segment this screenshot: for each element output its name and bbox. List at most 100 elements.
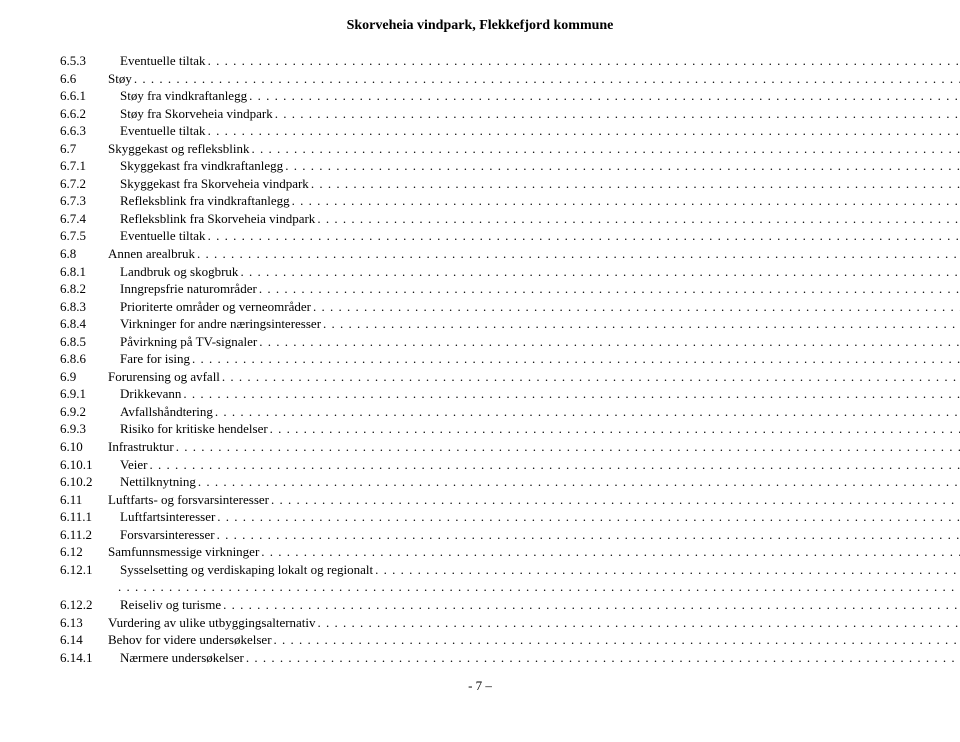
toc-entry: 6.6.2Støy fra Skorveheia vindpark55 [60,105,960,123]
toc-number: 6.14 [60,631,104,649]
toc-title: Luftfarts- og forsvarsinteresser [108,491,269,509]
toc-entry: 6.11.2Forsvarsinteresser66 [60,526,960,544]
toc-leader [311,175,960,193]
toc-leader [271,491,960,509]
toc-entry: 6.13Vurdering av ulike utbyggingsalterna… [60,614,960,632]
toc-leader [176,438,960,456]
toc-entry: 6.12.2Reiseliv og turisme67 [60,596,960,614]
toc-title: Skyggekast fra Skorveheia vindpark [120,175,309,193]
toc-number: 6.9.2 [60,403,116,421]
toc-title: Reiseliv og turisme [120,596,221,614]
toc-number: 6.9.1 [60,385,116,403]
toc-number: 6.8.5 [60,333,116,351]
toc-leader [208,122,960,140]
toc-leader [246,649,960,667]
toc-number: 6.12.2 [60,596,116,614]
toc-entry: 6.8.1Landbruk og skogbruk62 [60,263,960,281]
toc-leader [223,596,960,614]
toc-entry: 6.8.5Påvirkning på TV-signaler62 [60,333,960,351]
toc-title: Skyggekast og refleksblink [108,140,250,158]
toc-entry: 6.7.4Refleksblink fra Skorveheia vindpar… [60,210,960,228]
toc-number: 6.7.3 [60,192,116,210]
toc-leader [192,350,960,368]
toc-number: 6.8 [60,245,104,263]
toc-entry: 6.6.1Støy fra vindkraftanlegg55 [60,87,960,105]
toc-title: Støy fra vindkraftanlegg [120,87,247,105]
toc-entry: 6.10.1Veier64 [60,456,960,474]
toc-number: 6.8.1 [60,263,116,281]
toc-number: 6.7 [60,140,104,158]
toc-number: 6.11.2 [60,526,116,544]
toc-number: 6.10 [60,438,104,456]
toc-leader [252,140,960,158]
toc-leader [274,631,960,649]
toc-number: 6.5.3 [60,52,116,70]
toc-entry: 6.14Behov for videre undersøkelser71 [60,631,960,649]
toc-title: Landbruk og skogbruk [120,263,238,281]
toc-leader [197,245,960,263]
toc-title: Vurdering av ulike utbyggingsalternativ [108,614,316,632]
toc-title: Nærmere undersøkelser [120,649,244,667]
toc-entry: 6.7.5Eventuelle tiltak61 [60,227,960,245]
toc-entry: 6.8.6Fare for ising63 [60,350,960,368]
toc-leader [275,105,960,123]
toc-entry: 6.8.4Virkninger for andre næringsinteres… [60,315,960,333]
toc-number: 6.6 [60,70,104,88]
toc-leader [215,403,960,421]
toc-title: Refleksblink fra Skorveheia vindpark [120,210,315,228]
toc-number: 6.9.3 [60,420,116,438]
toc-title: Forurensing og avfall [108,368,220,386]
toc-title: Prioriterte områder og verneområder [120,298,311,316]
toc-leader [261,543,960,561]
toc-title: Eventuelle tiltak [120,52,206,70]
toc-number: 6.6.2 [60,105,116,123]
page-number: - 7 – [60,678,900,694]
toc-title: Veier [120,456,147,474]
toc-title: Inngrepsfrie naturområder [120,280,257,298]
toc-title: Påvirkning på TV-signaler [120,333,257,351]
toc-number: 6.8.4 [60,315,116,333]
toc-leader [134,70,960,88]
toc-number: 6.11.1 [60,508,116,526]
toc-number: 6.7.1 [60,157,116,175]
toc-title: Fare for ising [120,350,190,368]
toc-number: 6.7.4 [60,210,116,228]
toc-entry: 6.8Annen arealbruk62 [60,245,960,263]
toc-title: Støy fra Skorveheia vindpark [120,105,273,123]
toc-number: 6.8.6 [60,350,116,368]
document-header: Skorveheia vindpark, Flekkefjord kommune [60,18,900,34]
toc-number: 6.7.5 [60,227,116,245]
toc-entry: 6.11.1Luftfartsinteresser65 [60,508,960,526]
toc-number: 6.9 [60,368,104,386]
toc-entry: 6.12Samfunnsmessige virkninger66 [60,543,960,561]
toc-leader [323,315,960,333]
toc-title: Nettilknytning [120,473,196,491]
toc-leader [313,298,960,316]
toc-title: Samfunnsmessige virkninger [108,543,259,561]
toc-entry: 6.8.2Inngrepsfrie naturområder62 [60,280,960,298]
page: Skorveheia vindpark, Flekkefjord kommune… [0,0,960,704]
toc-number: 6.8.3 [60,298,116,316]
toc-number: 6.6.1 [60,87,116,105]
toc-title: Behov for videre undersøkelser [108,631,272,649]
toc-entry: 6.5.3Eventuelle tiltak53 [60,52,960,70]
toc-entry: 6.7.2Skyggekast fra Skorveheia vindpark5… [60,175,960,193]
toc-title: Sysselsetting og verdiskaping lokalt og … [120,561,373,579]
toc-entry: 6.11Luftfarts- og forsvarsinteresser65 [60,491,960,509]
toc-entry: 6.6.3Eventuelle tiltak58 [60,122,960,140]
toc-number: 6.11 [60,491,104,509]
toc-leader [149,456,960,474]
toc-leader [270,420,960,438]
toc-title: Virkninger for andre næringsinteresser [120,315,321,333]
toc-title: Risiko for kritiske hendelser [120,420,268,438]
toc-title: Luftfartsinteresser [120,508,215,526]
toc-leader [198,473,960,491]
toc-title: Drikkevann [120,385,181,403]
toc-number: 6.12.1 [60,561,116,579]
toc-columns: 6.5.3Eventuelle tiltak536.6Støy556.6.1St… [60,52,900,666]
toc-entry: 6.9.1Drikkevann63 [60,385,960,403]
toc-entry: 6.9Forurensing og avfall63 [60,368,960,386]
toc-entry: 6.9.2Avfallshåndtering63 [60,403,960,421]
toc-leader [259,333,960,351]
toc-entry: 6.12.1Sysselsetting og verdiskaping loka… [60,561,960,579]
